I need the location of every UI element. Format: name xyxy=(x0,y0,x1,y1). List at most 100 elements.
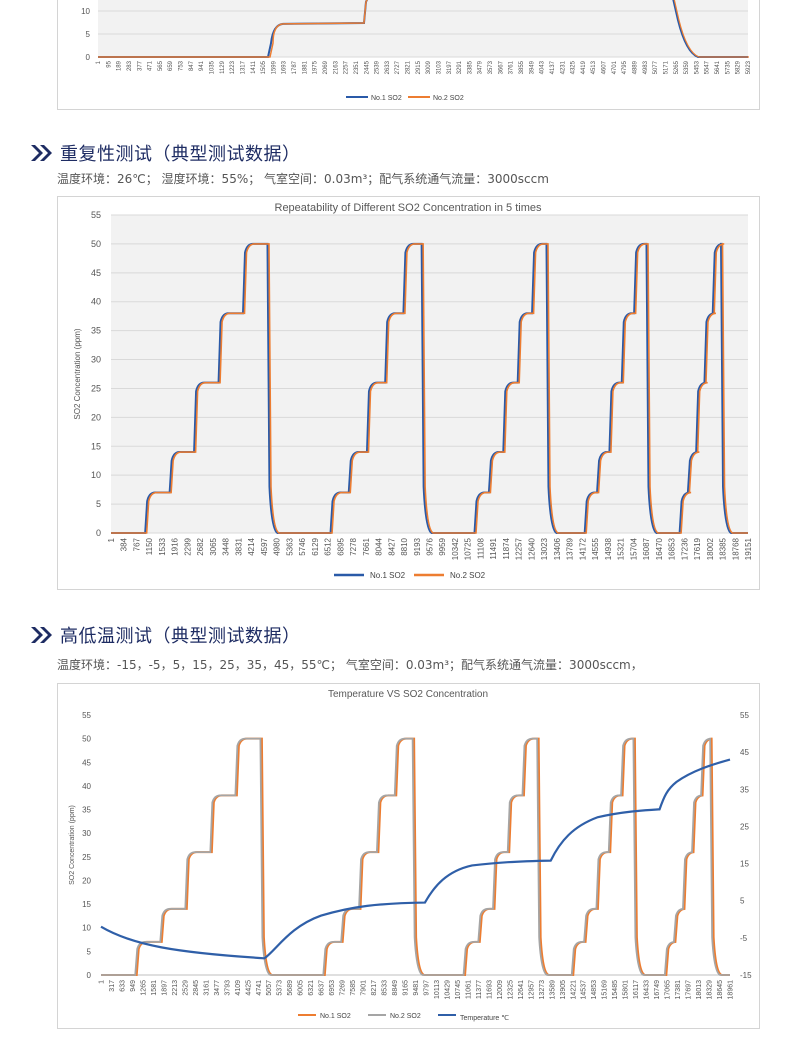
x-tick-label: 949 xyxy=(130,980,137,992)
x-tick-label: 3667 xyxy=(498,60,504,74)
x-tick-label: 13023 xyxy=(540,537,549,560)
y-tick-label: 5 xyxy=(86,30,91,39)
x-tick-label: 4597 xyxy=(260,537,269,555)
x-tick-label: 18329 xyxy=(707,980,714,1000)
x-tick-label: 3793 xyxy=(224,980,231,996)
x-tick-label: 6953 xyxy=(329,980,336,996)
x-tick-label: 3479 xyxy=(478,60,484,74)
x-tick-label: 9481 xyxy=(413,980,420,996)
x-tick-label: 3065 xyxy=(209,537,218,555)
top-chart-panel: 10 5 0 1 95 189 283 377 471 565 659 753 847 941 1035 11… xyxy=(57,0,760,110)
x-tick-label: 767 xyxy=(132,537,141,551)
x-tick-label: 3197 xyxy=(447,60,453,74)
section-temperature-heading: 高低温测试（典型测试数据） xyxy=(30,622,301,648)
x-tick-label: 2539 xyxy=(375,60,381,74)
x-tick-label: 10725 xyxy=(464,537,473,560)
x-tick-label: 2727 xyxy=(395,60,401,74)
x-tick-label: 7661 xyxy=(362,537,371,555)
x-tick-label: 5171 xyxy=(663,60,669,74)
x-tick-label: 16087 xyxy=(642,537,651,560)
x-tick-label: 10113 xyxy=(434,980,441,999)
y-tick-label: 10 xyxy=(82,924,91,933)
x-tick-label: 3949 xyxy=(529,60,535,74)
x-tick-label: 7269 xyxy=(340,980,347,996)
y-axis-label: SO2 Concentration (ppm) xyxy=(73,328,82,419)
x-tick-label: 4795 xyxy=(622,60,628,74)
x-tick-label: 13273 xyxy=(539,980,546,1000)
x-tick-label: 14172 xyxy=(578,537,587,560)
top-chart: 10 5 0 1 95 189 283 377 471 565 659 753 847 941 1035 11… xyxy=(81,0,752,102)
x-tick-label: 5359 xyxy=(684,60,690,74)
y-tick-label: 40 xyxy=(82,782,91,791)
x-tick-label: 17065 xyxy=(665,980,672,1000)
legend-label-no2: No.2 SO2 xyxy=(390,1013,421,1020)
x-tick-label: 5453 xyxy=(694,60,700,74)
y-tick-label: 50 xyxy=(91,239,101,249)
temperature-chart-panel: Temperature VS SO2 Concentration 55 50 45 40… xyxy=(57,683,760,1029)
x-tick-label: 8533 xyxy=(382,980,389,996)
x-tick-label: 17619 xyxy=(693,537,702,560)
repeatability-chart-panel: Repeatability of Different SO2 Concentra… xyxy=(57,196,760,590)
x-tick-label: 17236 xyxy=(680,537,689,560)
y2-tick-label: -5 xyxy=(740,934,748,943)
x-tick-label: 471 xyxy=(148,60,154,71)
x-tick-label: 2845 xyxy=(193,980,200,996)
y-tick-label: 5 xyxy=(87,947,92,956)
x-tick-label: 14938 xyxy=(604,537,613,560)
x-tick-label: 1581 xyxy=(151,980,158,996)
x-tick-label: 2821 xyxy=(406,60,412,74)
y-tick-label: 45 xyxy=(91,268,101,278)
y-tick-label: 10 xyxy=(81,7,90,16)
y2-tick-label: -15 xyxy=(740,971,752,980)
test-conditions: 温度环境：26℃； 湿度环境：55%； 气室空间：0.03m³；配气系统通气流量… xyxy=(57,172,549,186)
x-tick-label: 11061 xyxy=(465,980,472,999)
x-tick-label: 12009 xyxy=(497,980,504,1000)
x-tick-label: 1693 xyxy=(282,60,288,74)
x-tick-label: 13789 xyxy=(566,537,575,560)
series-temperature-line xyxy=(100,758,731,960)
x-tick-label: 2445 xyxy=(364,60,370,74)
x-tick-label: 2299 xyxy=(183,537,192,555)
x-tick-label: 4137 xyxy=(550,60,556,74)
x-tick-label: 1533 xyxy=(158,537,167,555)
x-tick-label: 1787 xyxy=(292,60,298,74)
x-tick-label: 384 xyxy=(120,537,129,551)
y-axis-label: SO2 Concentration (ppm) xyxy=(69,805,76,885)
x-tick-label: 10342 xyxy=(451,537,460,560)
section-title: 高低温测试（典型测试数据） xyxy=(60,626,301,647)
section-repeatability-heading: 重复性测试（典型测试数据） xyxy=(30,140,301,166)
x-tick-label: 18013 xyxy=(696,980,703,1000)
x-tick-label: 4980 xyxy=(273,537,282,555)
x-tick-label: 9959 xyxy=(438,537,447,555)
x-tick-label: 17697 xyxy=(686,980,693,1000)
x-tick-label: 5689 xyxy=(287,980,294,996)
x-tick-label: 3009 xyxy=(426,60,432,74)
x-tick-label: 2069 xyxy=(323,60,329,74)
x-tick-label: 4231 xyxy=(560,60,566,74)
legend-label-no1: No.1 SO2 xyxy=(370,571,406,580)
x-tick-label: 565 xyxy=(158,60,164,71)
x-tick-label: 15801 xyxy=(623,980,630,1000)
x-tick-label: 12640 xyxy=(527,537,536,560)
x-tick-label: 8044 xyxy=(375,537,384,555)
x-tick-label: 16117 xyxy=(633,980,640,999)
y-tick-label: 20 xyxy=(91,412,101,422)
plot-area xyxy=(98,0,748,57)
x-tick-label: 5077 xyxy=(653,60,659,74)
x-tick-label: 14221 xyxy=(570,980,577,1000)
y-tick-label: 40 xyxy=(91,297,101,307)
x-tick-label: 3573 xyxy=(488,60,494,74)
y-tick-label: 15 xyxy=(82,900,91,909)
x-tick-label: 633 xyxy=(119,980,126,992)
y-tick-label: 50 xyxy=(82,735,91,744)
x-tick-label: 4741 xyxy=(256,980,263,996)
x-tick-label: 283 xyxy=(127,60,133,71)
x-tick-label: 2351 xyxy=(354,60,360,74)
x-tick-label: 2257 xyxy=(344,60,350,74)
x-tick-label: 18768 xyxy=(731,537,740,560)
x-tick-label: 5057 xyxy=(266,980,273,996)
x-tick-label: 1599 xyxy=(271,60,277,74)
x-tick-label: 7585 xyxy=(350,980,357,996)
x-tick-label: 16853 xyxy=(668,537,677,560)
y-tick-label: 20 xyxy=(82,876,91,885)
